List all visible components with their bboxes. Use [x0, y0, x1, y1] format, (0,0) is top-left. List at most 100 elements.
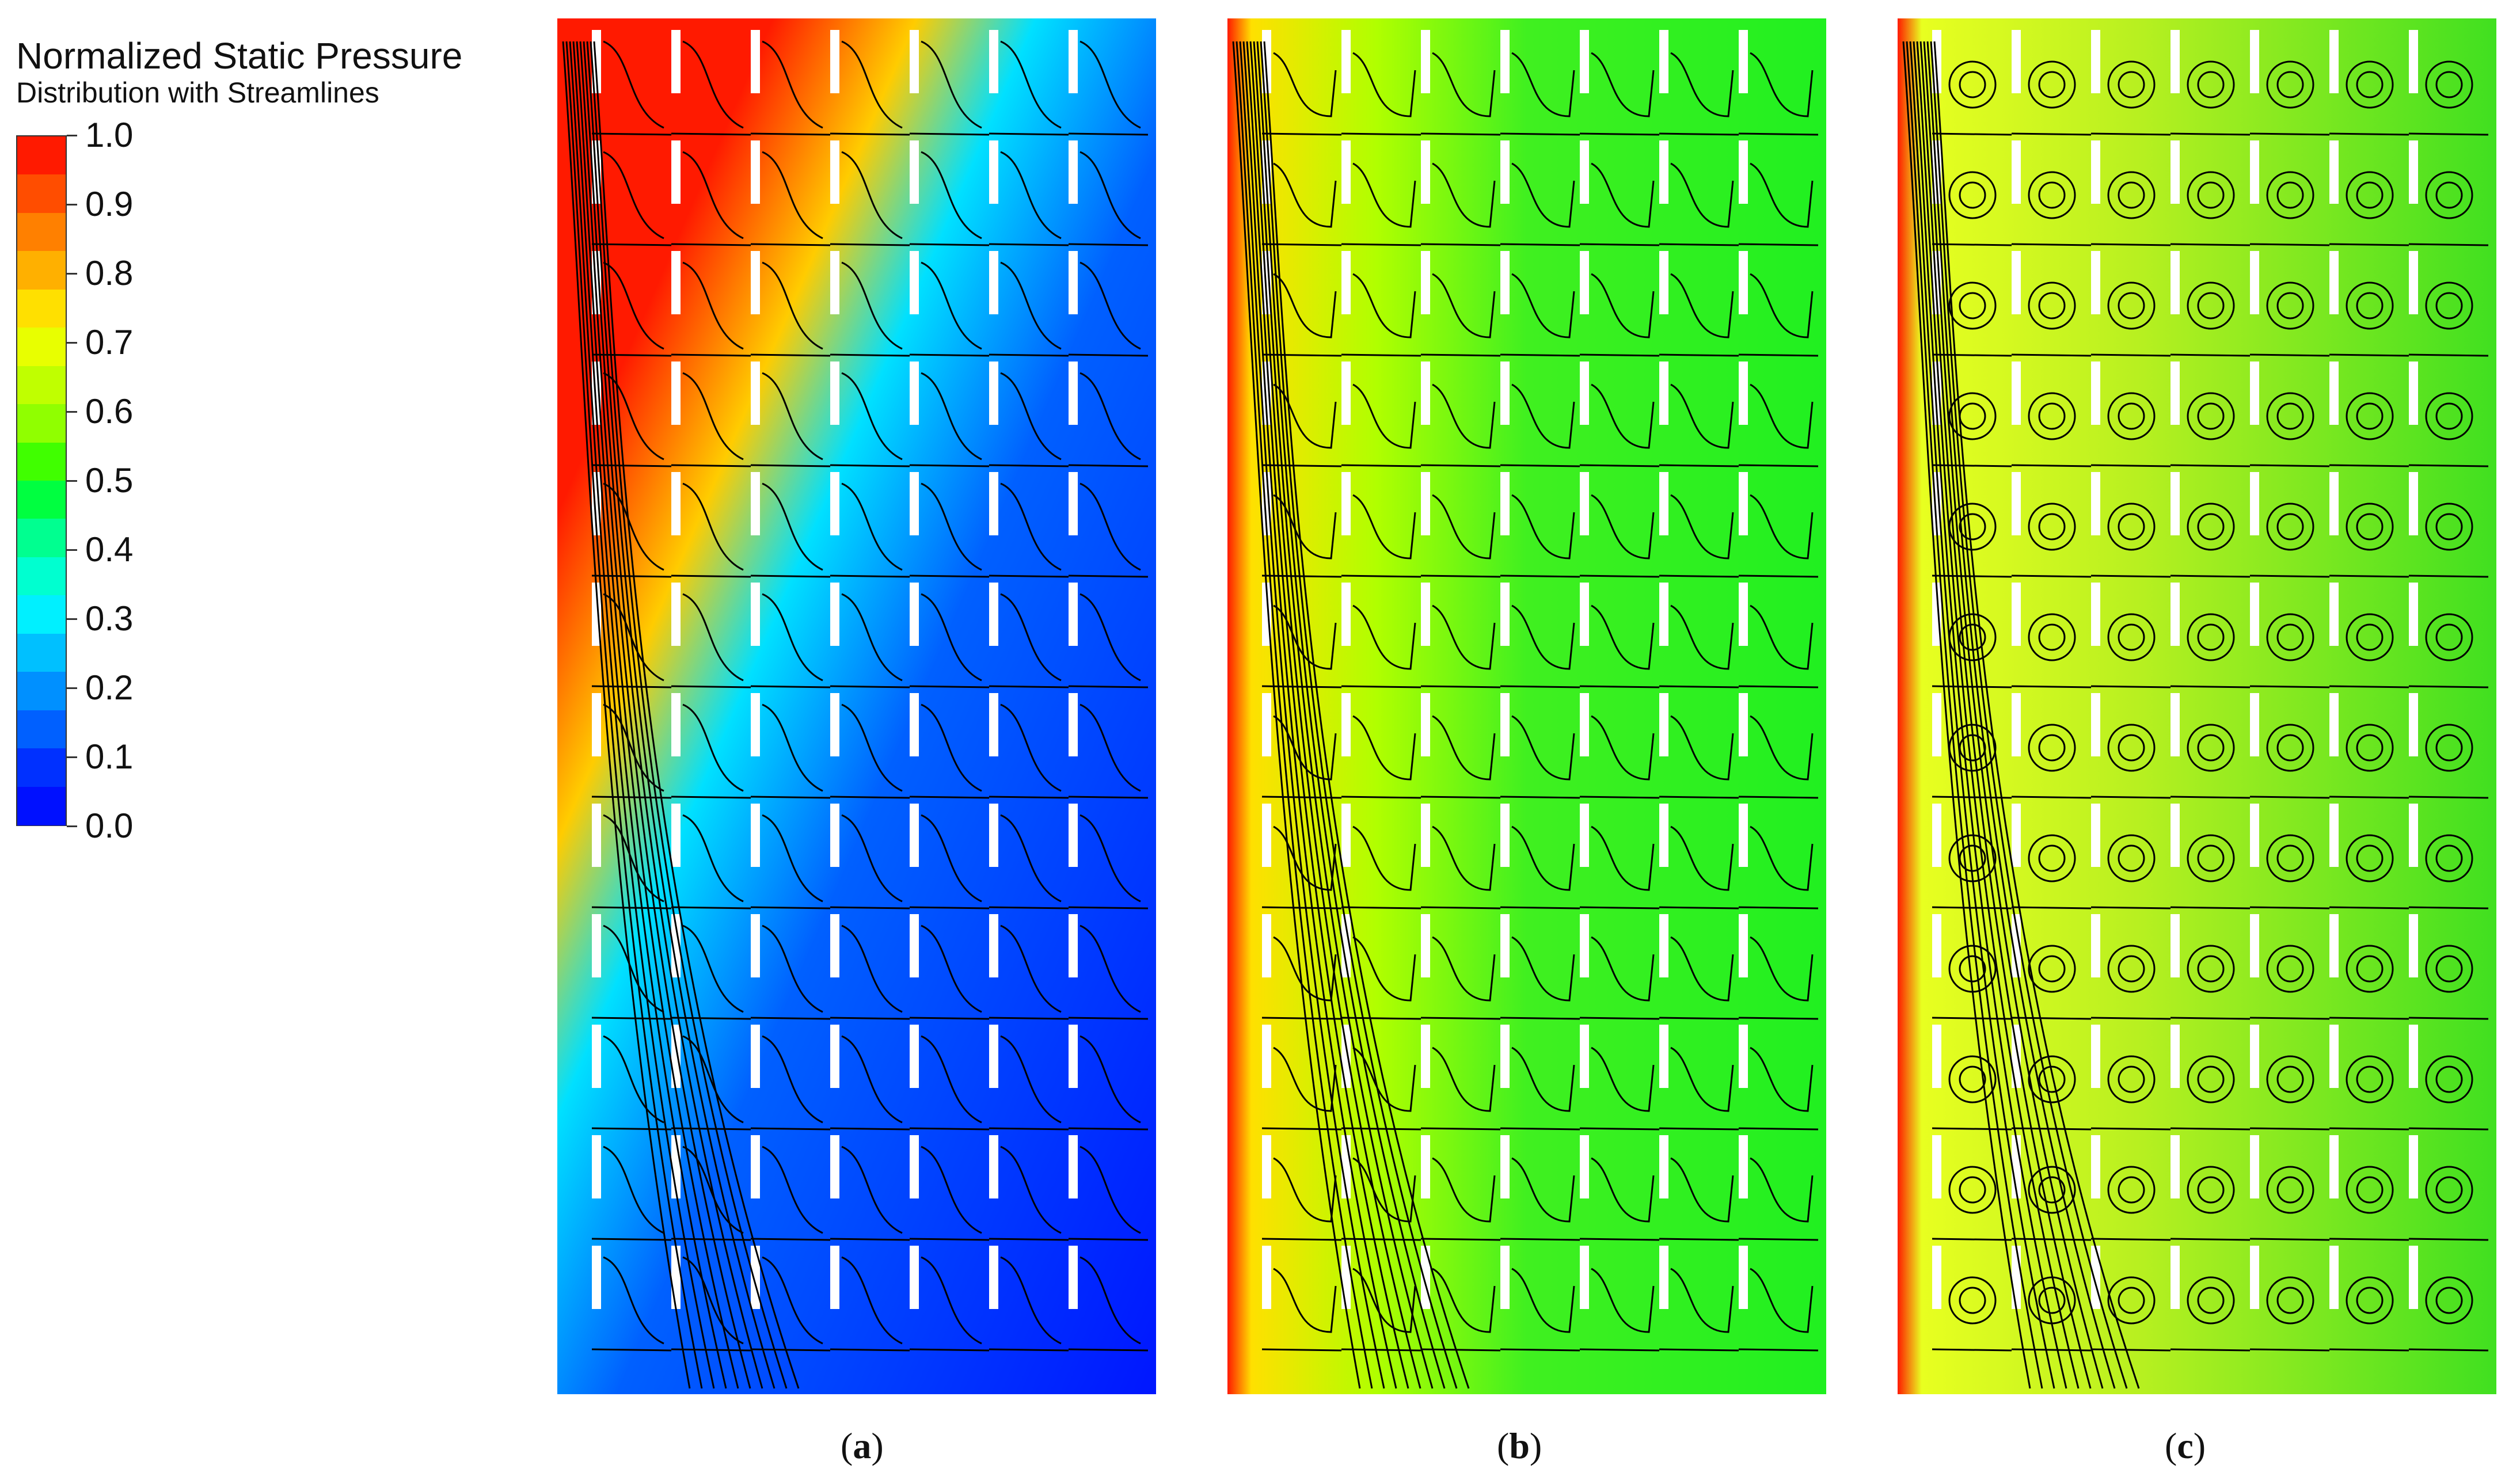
caption-b: (b)	[1497, 1425, 1542, 1466]
streamline	[841, 814, 903, 903]
baffle-slot	[592, 693, 601, 756]
baffle-slot	[910, 251, 919, 314]
baffle-slot	[989, 1135, 998, 1198]
streamline	[1511, 1268, 1575, 1333]
streamline	[1511, 936, 1575, 1002]
streamline	[1591, 162, 1655, 228]
baffle-slot	[2250, 30, 2259, 93]
streamline	[762, 703, 823, 792]
inlet-streamline	[569, 41, 715, 1389]
streamline	[909, 464, 990, 467]
baffle-slot	[830, 693, 839, 756]
streamline	[2425, 945, 2473, 993]
streamline	[2187, 834, 2235, 882]
streamline	[989, 906, 1069, 910]
baffle-slot	[1580, 1135, 1589, 1198]
baffle-slot	[2012, 251, 2021, 314]
streamline	[1500, 353, 1580, 357]
inlet-streamline	[1916, 41, 2080, 1389]
streamline	[2408, 1238, 2489, 1241]
streamline	[671, 353, 751, 357]
streamline	[2249, 1127, 2330, 1131]
streamline	[1341, 1127, 1421, 1131]
streamline	[921, 593, 982, 682]
streamline	[1932, 132, 2012, 136]
panel-b-svg	[1227, 18, 1826, 1394]
streamline	[2425, 171, 2473, 219]
streamline	[989, 574, 1069, 578]
baffle-slot	[2091, 362, 2100, 425]
streamline	[2266, 1166, 2314, 1214]
streamline	[2107, 392, 2156, 440]
panel-c-pressure-field	[1898, 18, 2496, 1394]
baffle-slot	[751, 693, 760, 756]
baffle-slot	[2091, 583, 2100, 646]
baffle-slot	[830, 583, 839, 646]
baffle-slot	[2329, 30, 2339, 93]
baffle-slot	[1069, 1246, 1078, 1309]
streamline	[1261, 574, 1342, 578]
legend-tick-mark	[67, 480, 77, 482]
baffle-slot	[989, 1246, 998, 1309]
streamline	[2187, 1055, 2235, 1104]
streamline	[921, 40, 982, 129]
streamline	[750, 464, 831, 467]
baffle-slot	[1069, 30, 1078, 93]
streamline	[591, 464, 672, 467]
streamline	[1261, 464, 1342, 467]
streamline	[1670, 936, 1734, 1002]
streamline	[841, 261, 903, 350]
baffle-slot	[1341, 914, 1351, 977]
inlet-streamline	[1926, 41, 2116, 1389]
streamline	[2090, 1348, 2171, 1352]
streamline	[1511, 1157, 1575, 1223]
streamline	[1932, 1238, 2012, 1241]
streamline	[1750, 936, 1814, 1002]
streamline	[2107, 60, 2156, 109]
baffle-slot	[2091, 693, 2100, 756]
streamline	[1659, 906, 1739, 910]
baffle-slot	[592, 804, 601, 867]
legend-tick-label: 0.5	[85, 461, 134, 500]
baffle-slot	[2091, 1135, 2100, 1198]
streamline	[909, 685, 990, 688]
inlet-streamline	[593, 41, 800, 1389]
baffle-slot	[910, 362, 919, 425]
baffle-slot	[1421, 472, 1430, 535]
streamline	[1932, 243, 2012, 246]
streamline	[2425, 613, 2473, 661]
streamline	[830, 243, 910, 246]
streamline	[1432, 383, 1496, 449]
streamline	[1079, 924, 1141, 1013]
baffle-slot	[751, 251, 760, 314]
baffle-slot	[1739, 1135, 1748, 1198]
baffle-slot	[1932, 804, 1941, 867]
legend-color-band	[17, 633, 66, 673]
baffle-slot	[989, 1025, 998, 1088]
streamline	[909, 906, 990, 910]
legend-color-band	[17, 710, 66, 749]
legend-color-band	[17, 786, 66, 825]
streamline	[830, 1348, 910, 1352]
baffle-slot	[1580, 251, 1589, 314]
streamline	[1659, 464, 1739, 467]
streamline	[2107, 945, 2156, 993]
streamline	[1591, 715, 1655, 781]
baffle-slot	[2409, 804, 2418, 867]
streamline	[1932, 1348, 2012, 1352]
streamline	[1659, 1348, 1739, 1352]
streamline	[2028, 60, 2076, 109]
streamline	[1738, 464, 1819, 467]
baffle-slot	[1580, 140, 1589, 204]
streamline	[1000, 151, 1062, 239]
streamline	[1341, 685, 1421, 688]
streamline	[1738, 685, 1819, 688]
baffle-slot	[1069, 251, 1078, 314]
streamline	[1261, 353, 1342, 357]
legend-color-band	[17, 212, 66, 252]
legend-tick-mark	[67, 756, 77, 758]
streamline	[2408, 796, 2489, 799]
baffle-slot	[592, 1025, 601, 1088]
streamline	[2090, 796, 2171, 799]
baffle-slot	[1659, 914, 1668, 977]
